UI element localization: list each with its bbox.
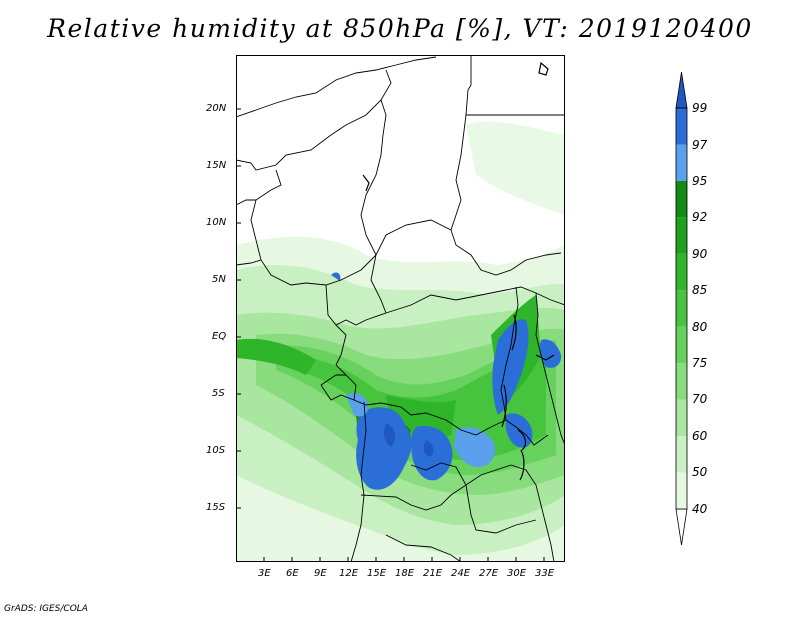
colorbar-outline <box>675 107 688 510</box>
colorbar-arrow-top <box>675 71 688 109</box>
colorbar-segment <box>676 326 687 364</box>
colorbar-label-40: 40 <box>692 502 708 516</box>
colorbar-label-92: 92 <box>692 210 708 224</box>
colorbar-label-50: 50 <box>692 465 708 479</box>
lon-label-24e: 24E <box>451 568 471 579</box>
lat-label-10n: 10N <box>206 217 227 228</box>
map-title: Relative humidity at 850hPa [%], VT: 201… <box>47 14 753 43</box>
lat-label-5n: 5N <box>212 274 226 285</box>
lon-label-12e: 12E <box>339 568 359 579</box>
lat-label-eq: EQ <box>212 331 227 342</box>
lon-label-9e: 9E <box>314 568 327 579</box>
colorbar-label-70: 70 <box>692 392 708 406</box>
humidity-map <box>236 55 565 562</box>
lat-label-15s: 15S <box>206 502 226 513</box>
lon-label-3e: 3E <box>258 568 271 579</box>
colorbar-label-85: 85 <box>692 283 708 297</box>
colorbar-label-75: 75 <box>692 356 708 370</box>
colorbar-segment <box>676 217 687 254</box>
lon-label-18e: 18E <box>395 568 415 579</box>
colorbar-segment <box>676 472 687 509</box>
colorbar-segment <box>676 180 687 218</box>
colorbar-segment <box>676 253 687 291</box>
country-borders <box>236 55 565 562</box>
colorbar-segment <box>676 290 687 327</box>
colorbar-segment <box>676 144 687 181</box>
colorbar-segment <box>676 108 687 145</box>
lon-label-30e: 30E <box>507 568 527 579</box>
grads-credit: GrADS: IGES/COLA <box>4 604 88 614</box>
humidity-shading <box>236 121 565 562</box>
colorbar-label-80: 80 <box>692 320 708 334</box>
lon-label-15e: 15E <box>367 568 387 579</box>
colorbar-segment <box>676 363 687 400</box>
colorbar-label-99: 99 <box>692 101 708 115</box>
lakes <box>362 61 555 481</box>
colorbar-label-60: 60 <box>692 429 708 443</box>
colorbar-label-95: 95 <box>692 174 708 188</box>
colorbar-segment <box>676 399 687 437</box>
lat-label-10s: 10S <box>206 445 226 456</box>
colorbar-label-97: 97 <box>692 138 708 152</box>
colorbar-segment <box>676 436 687 473</box>
lon-label-6e: 6E <box>286 568 299 579</box>
lon-label-27e: 27E <box>479 568 499 579</box>
lat-label-15n: 15N <box>206 160 227 171</box>
colorbar-arrow-bottom <box>675 508 688 546</box>
lon-label-33e: 33E <box>535 568 555 579</box>
colorbar-label-90: 90 <box>692 247 708 261</box>
map-frame <box>236 55 565 562</box>
lon-label-21e: 21E <box>423 568 443 579</box>
lat-label-20n: 20N <box>206 103 227 114</box>
lat-label-5s: 5S <box>212 388 225 399</box>
